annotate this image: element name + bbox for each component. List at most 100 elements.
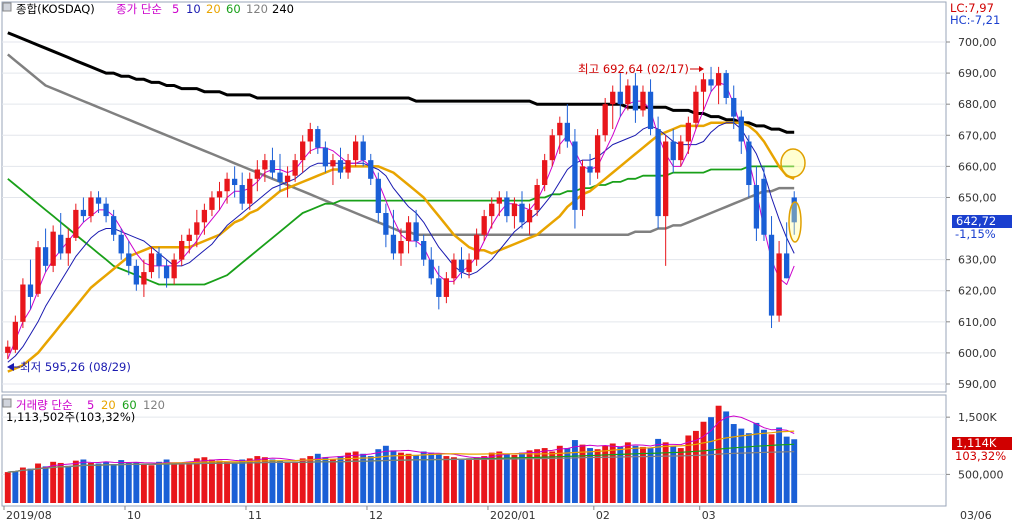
volume-bar	[314, 453, 321, 503]
volume-bar	[640, 446, 646, 503]
volume-title: 거래량 단순	[16, 398, 73, 412]
volume-bar	[405, 453, 412, 503]
volume-bar	[753, 422, 760, 503]
volume-bar	[299, 458, 306, 503]
volume-bar	[481, 456, 488, 503]
candle-body	[307, 129, 313, 142]
candle-body	[496, 197, 502, 204]
ma-period-10: 10	[186, 2, 201, 16]
volume-bar	[125, 462, 132, 503]
volume-bar	[526, 450, 533, 503]
candle-body	[330, 160, 336, 167]
ma-period-120: 120	[246, 2, 268, 16]
x-tick-label: 03/06	[960, 509, 992, 522]
x-tick-label: 11	[248, 509, 262, 522]
candle-body	[587, 166, 593, 173]
candle-body	[640, 91, 646, 111]
candle-body	[141, 272, 147, 285]
volume-bar	[655, 438, 662, 503]
candle-body	[663, 141, 669, 217]
volume-bar	[292, 461, 299, 503]
price-axis: 700,00 690,00 680,00 670,00 660,00 650,00 630,…	[946, 36, 997, 391]
candle-body	[685, 122, 691, 142]
candle-body	[65, 237, 71, 254]
candle-body	[715, 73, 722, 86]
volume-bar	[723, 411, 730, 503]
volume-bar	[549, 451, 556, 503]
candle-body	[126, 253, 132, 266]
candle-body	[557, 122, 563, 136]
volume-bar	[239, 459, 246, 503]
volume-bar	[277, 460, 283, 503]
ma240-line	[7, 31, 795, 134]
volume-bar	[178, 463, 185, 503]
candle-body	[421, 240, 427, 260]
volume-tick-label: 500,000	[958, 468, 1004, 481]
candle-body	[352, 141, 359, 161]
price-tick-label: 600,00	[958, 347, 997, 360]
volume-bar	[4, 472, 11, 503]
volume-bar	[254, 456, 261, 503]
volume-bar	[564, 448, 571, 503]
candle-body	[216, 191, 223, 198]
candle-body	[35, 247, 41, 294]
candle-body	[27, 284, 34, 297]
candle-body	[572, 141, 578, 210]
legend-square-icon	[2, 2, 12, 12]
volume-bar	[776, 427, 783, 503]
volume-bar	[450, 457, 457, 503]
candle-body	[254, 169, 260, 179]
volume-bar	[390, 450, 397, 503]
volume-bar	[12, 470, 19, 503]
candle-body	[269, 160, 276, 173]
candle-body	[58, 234, 64, 254]
volume-bar	[322, 457, 329, 503]
volume-bar	[420, 451, 427, 503]
candle-body	[179, 240, 185, 260]
volume-bar	[587, 448, 593, 503]
volume-bar	[398, 452, 404, 503]
volume-bar	[261, 457, 268, 503]
volume-bar	[284, 462, 291, 503]
volume-bar	[360, 453, 367, 503]
volume-bar	[19, 467, 26, 503]
volume-bar	[617, 446, 624, 503]
volume-bar	[466, 458, 473, 503]
volume-bar	[57, 462, 64, 503]
candlesticks	[5, 66, 797, 360]
candle-body	[489, 203, 495, 217]
high-annotation: 최고 692,64 (02/17)	[578, 62, 704, 76]
candle-body	[209, 197, 215, 210]
candle-body	[723, 73, 729, 98]
volume-bar	[133, 462, 140, 503]
volume-bar	[496, 451, 503, 503]
candle-body	[436, 278, 442, 297]
current-price-label: 642,72	[956, 214, 996, 228]
candle-body	[5, 346, 11, 353]
candle-body	[315, 129, 321, 148]
hc-value: HC:-7,21	[950, 13, 1000, 27]
volume-bar	[307, 456, 314, 503]
candle-body	[133, 265, 139, 285]
x-tick-label: 12	[369, 509, 383, 522]
volume-legend: 거래량 단순 5 20 60 120 1,113,502주(103,32%)	[2, 398, 165, 424]
candle-body	[784, 253, 790, 279]
volume-bar	[367, 456, 374, 503]
volume-bar	[730, 424, 737, 503]
volume-bar	[677, 448, 684, 503]
ma-period-60: 60	[226, 2, 241, 16]
ma-period-5: 5	[172, 2, 179, 16]
volume-bar	[488, 452, 495, 503]
candle-body	[768, 234, 775, 316]
candle-body	[738, 116, 744, 142]
candle-body	[284, 175, 291, 182]
volume-bar	[148, 465, 155, 503]
x-tick-label: 03	[702, 509, 716, 522]
candle-body	[632, 85, 639, 111]
price-tick-label: 680,00	[958, 98, 997, 111]
candle-body	[277, 172, 283, 182]
volume-bar	[88, 462, 94, 503]
vol-period-120: 120	[143, 398, 165, 412]
volume-tick-label: 1,500K	[958, 411, 997, 424]
